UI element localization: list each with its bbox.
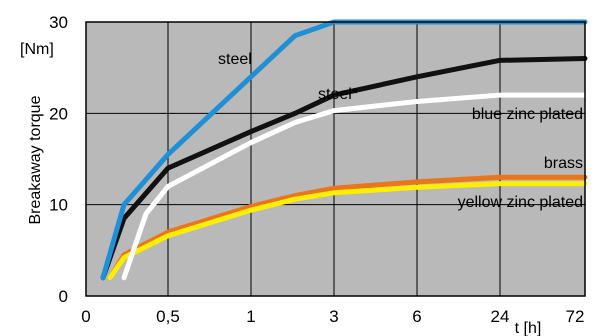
- series-line-4: [107, 181, 588, 281]
- series-line-2: [121, 92, 588, 281]
- plot-area: [86, 22, 585, 296]
- x-tick-label: 0: [81, 307, 90, 326]
- plot-border: [85, 21, 586, 297]
- y-unit: [Nm]: [20, 41, 54, 58]
- y-axis-title: Breakaway torque: [27, 95, 44, 224]
- series-line-3: [107, 174, 588, 281]
- y-tick-label: 30: [49, 13, 68, 32]
- series-label-3: brass: [544, 155, 583, 172]
- y-tick-label: 20: [49, 104, 68, 123]
- series-labels: steel steel* blue zinc plated brass yellow z…: [218, 51, 583, 211]
- x-tick-label: 24: [491, 307, 510, 326]
- x-axis-title: t [h]: [515, 320, 542, 336]
- y-tick-label: 0: [59, 287, 68, 306]
- y-ticks: 0 10 20 30: [49, 13, 68, 306]
- x-tick-label: 6: [412, 307, 421, 326]
- grid: [86, 22, 585, 296]
- x-tick-label: 3: [329, 307, 338, 326]
- x-tick-label: 72: [566, 307, 585, 326]
- x-tick-label: 1: [246, 307, 255, 326]
- series-label-4: yellow zinc plated: [458, 194, 583, 211]
- series-label-1: steel*: [318, 86, 358, 103]
- y-tick-label: 10: [49, 196, 68, 215]
- series-label-0: steel: [218, 51, 252, 68]
- x-tick-label: 0,5: [156, 307, 180, 326]
- series-label-2: blue zinc plated: [472, 106, 583, 123]
- series-line-1: [100, 56, 588, 281]
- x-ticks: 0 0,5 1 3 6 24 72: [81, 307, 584, 326]
